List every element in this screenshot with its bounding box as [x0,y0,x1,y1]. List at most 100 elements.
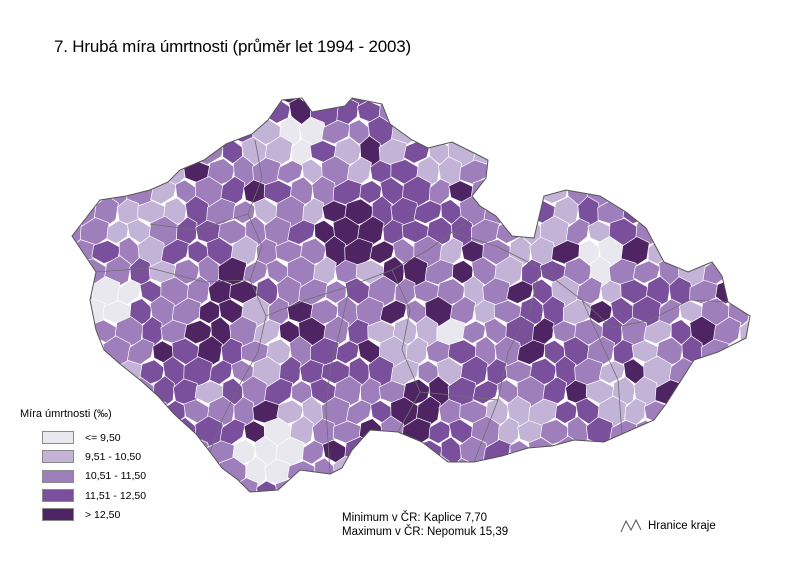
district-cell [669,115,694,149]
district-cell [425,98,454,127]
district-cell [735,435,750,469]
district-cell [712,155,742,189]
district-cell [516,138,546,166]
district-cell [506,156,534,188]
district-cell [635,180,658,204]
district-cell [622,120,648,144]
district-cell [393,98,418,104]
district-cell [712,120,742,144]
district-cell [210,98,233,105]
district-cell [564,137,591,168]
legend-label: 9,51 - 10,50 [85,450,142,463]
district-cell [413,439,443,465]
district-cell [509,199,532,225]
district-cell [666,195,696,229]
district-cell [508,475,532,492]
district-cell [701,376,730,408]
district-cell [50,236,71,268]
district-cell [482,476,512,492]
maximum-text: Maximum v ČR: Nepomuk 15,39 [342,526,509,538]
district-cell [72,158,98,186]
district-cell [367,98,397,105]
district-cell [551,98,581,106]
district-cell [486,115,509,149]
district-cell [562,98,593,125]
district-cell [689,475,719,492]
district-cell [187,478,209,492]
district-cell [597,156,627,188]
district-cell [666,239,696,265]
district-cell [390,439,420,465]
district-cell [141,98,163,109]
district-cell [624,155,646,189]
district-cell [358,418,383,446]
district-cell [95,160,117,184]
district-cell [574,98,604,104]
legend-item: 9,51 - 10,50 [42,447,146,466]
district-cell [103,139,132,165]
district-cell [654,416,685,448]
district-cell [724,456,750,489]
district-cell [440,436,462,468]
legend-swatch [42,431,74,445]
legend-title: Míra úmrtnosti (‰) [20,408,112,420]
district-cell [712,358,742,385]
district-cell [691,360,717,385]
district-cell [229,477,259,492]
district-cell [72,260,83,284]
district-cell [72,155,75,189]
district-cell [72,340,86,364]
district-cell [299,475,327,492]
district-cell [554,116,578,148]
district-cell [83,99,106,125]
district-cell [735,239,750,266]
district-cell [152,136,175,168]
district-cell [681,139,704,165]
district-cell [82,378,107,406]
district-cell [670,98,692,104]
district-cell [72,355,97,389]
district-cell [436,119,466,145]
district-cell [162,435,188,469]
district-cell [574,115,604,149]
district-cell [93,115,119,149]
district-cell [462,98,486,106]
district-cell [72,319,94,345]
district-cell [716,235,738,269]
legend-item: <= 9,50 [42,428,146,447]
district-cell [425,455,454,489]
district-cell [666,398,696,426]
legend-item: 10,51 - 11,50 [42,467,146,486]
district-cell [608,455,639,489]
district-cell [656,99,684,125]
district-cell [505,119,535,146]
district-cell [72,279,74,305]
district-cell [229,98,259,109]
district-cell [485,159,509,185]
district-cell [401,458,432,486]
district-cell [700,98,731,129]
district-cell [72,295,84,329]
district-cell [494,98,524,129]
district-cell [620,478,650,492]
district-cell [496,140,522,164]
legend-item: > 12,50 [42,505,146,524]
map-title: 7. Hrubá míra úmrtnosti (průměr let 1994… [54,37,411,56]
district-cell [495,458,522,486]
district-cell [578,476,601,492]
district-cell [114,360,144,385]
district-cell [196,98,223,127]
district-cell [529,120,557,144]
zigzag-line-icon [620,518,642,533]
district-cell [104,380,132,404]
district-cell [723,135,750,169]
district-cell [691,440,717,464]
legend-swatch [42,469,74,483]
legend-label: 10,51 - 11,50 [85,470,147,483]
district-cell [689,236,719,268]
district-cell [588,459,614,485]
district-cell [643,400,673,424]
district-cell [612,138,635,166]
legend-label: 11,51 - 12,50 [85,489,147,502]
district-cell [634,456,659,489]
